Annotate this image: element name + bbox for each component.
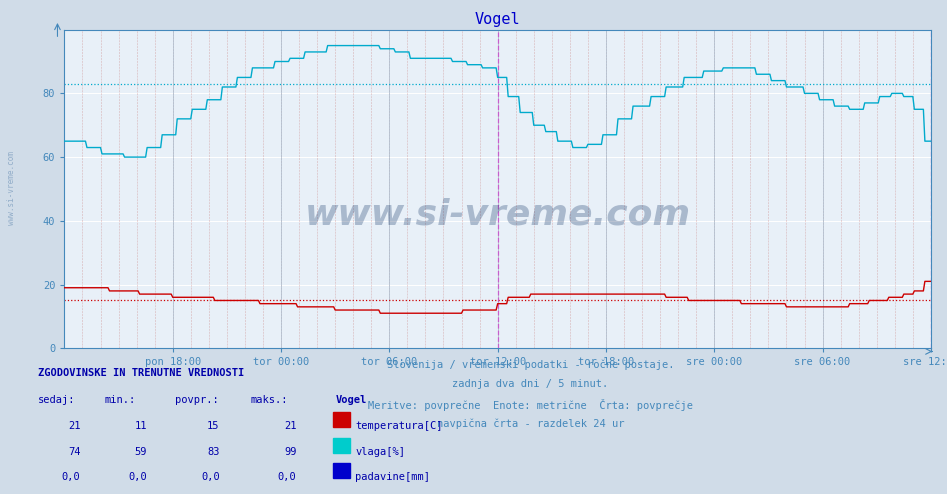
- Text: 11: 11: [134, 421, 147, 431]
- Text: padavine[mm]: padavine[mm]: [355, 472, 430, 482]
- Text: min.:: min.:: [104, 395, 135, 405]
- Text: 21: 21: [284, 421, 296, 431]
- Text: 0,0: 0,0: [277, 472, 296, 482]
- Text: www.si-vreme.com: www.si-vreme.com: [305, 198, 690, 232]
- Text: povpr.:: povpr.:: [175, 395, 219, 405]
- Text: 0,0: 0,0: [128, 472, 147, 482]
- Text: Vogel: Vogel: [336, 395, 367, 405]
- Text: www.si-vreme.com: www.si-vreme.com: [7, 151, 16, 225]
- Text: sedaj:: sedaj:: [38, 395, 76, 405]
- Text: 99: 99: [284, 447, 296, 456]
- Text: ZGODOVINSKE IN TRENUTNE VREDNOSTI: ZGODOVINSKE IN TRENUTNE VREDNOSTI: [38, 368, 244, 378]
- Text: Meritve: povprečne  Enote: metrične  Črta: povprečje: Meritve: povprečne Enote: metrične Črta:…: [367, 399, 693, 411]
- Text: 15: 15: [207, 421, 220, 431]
- Text: navpična črta - razdelek 24 ur: navpična črta - razdelek 24 ur: [437, 419, 624, 429]
- Text: 83: 83: [207, 447, 220, 456]
- Text: maks.:: maks.:: [251, 395, 289, 405]
- Text: vlaga[%]: vlaga[%]: [355, 447, 405, 456]
- Text: 74: 74: [68, 447, 80, 456]
- Title: Vogel: Vogel: [474, 12, 521, 27]
- Text: Slovenija / vremenski podatki - ročne postaje.: Slovenija / vremenski podatki - ročne po…: [386, 360, 674, 370]
- Text: 0,0: 0,0: [62, 472, 80, 482]
- Text: 0,0: 0,0: [201, 472, 220, 482]
- Text: 21: 21: [68, 421, 80, 431]
- Text: 59: 59: [134, 447, 147, 456]
- Text: zadnja dva dni / 5 minut.: zadnja dva dni / 5 minut.: [453, 379, 608, 389]
- Text: temperatura[C]: temperatura[C]: [355, 421, 442, 431]
